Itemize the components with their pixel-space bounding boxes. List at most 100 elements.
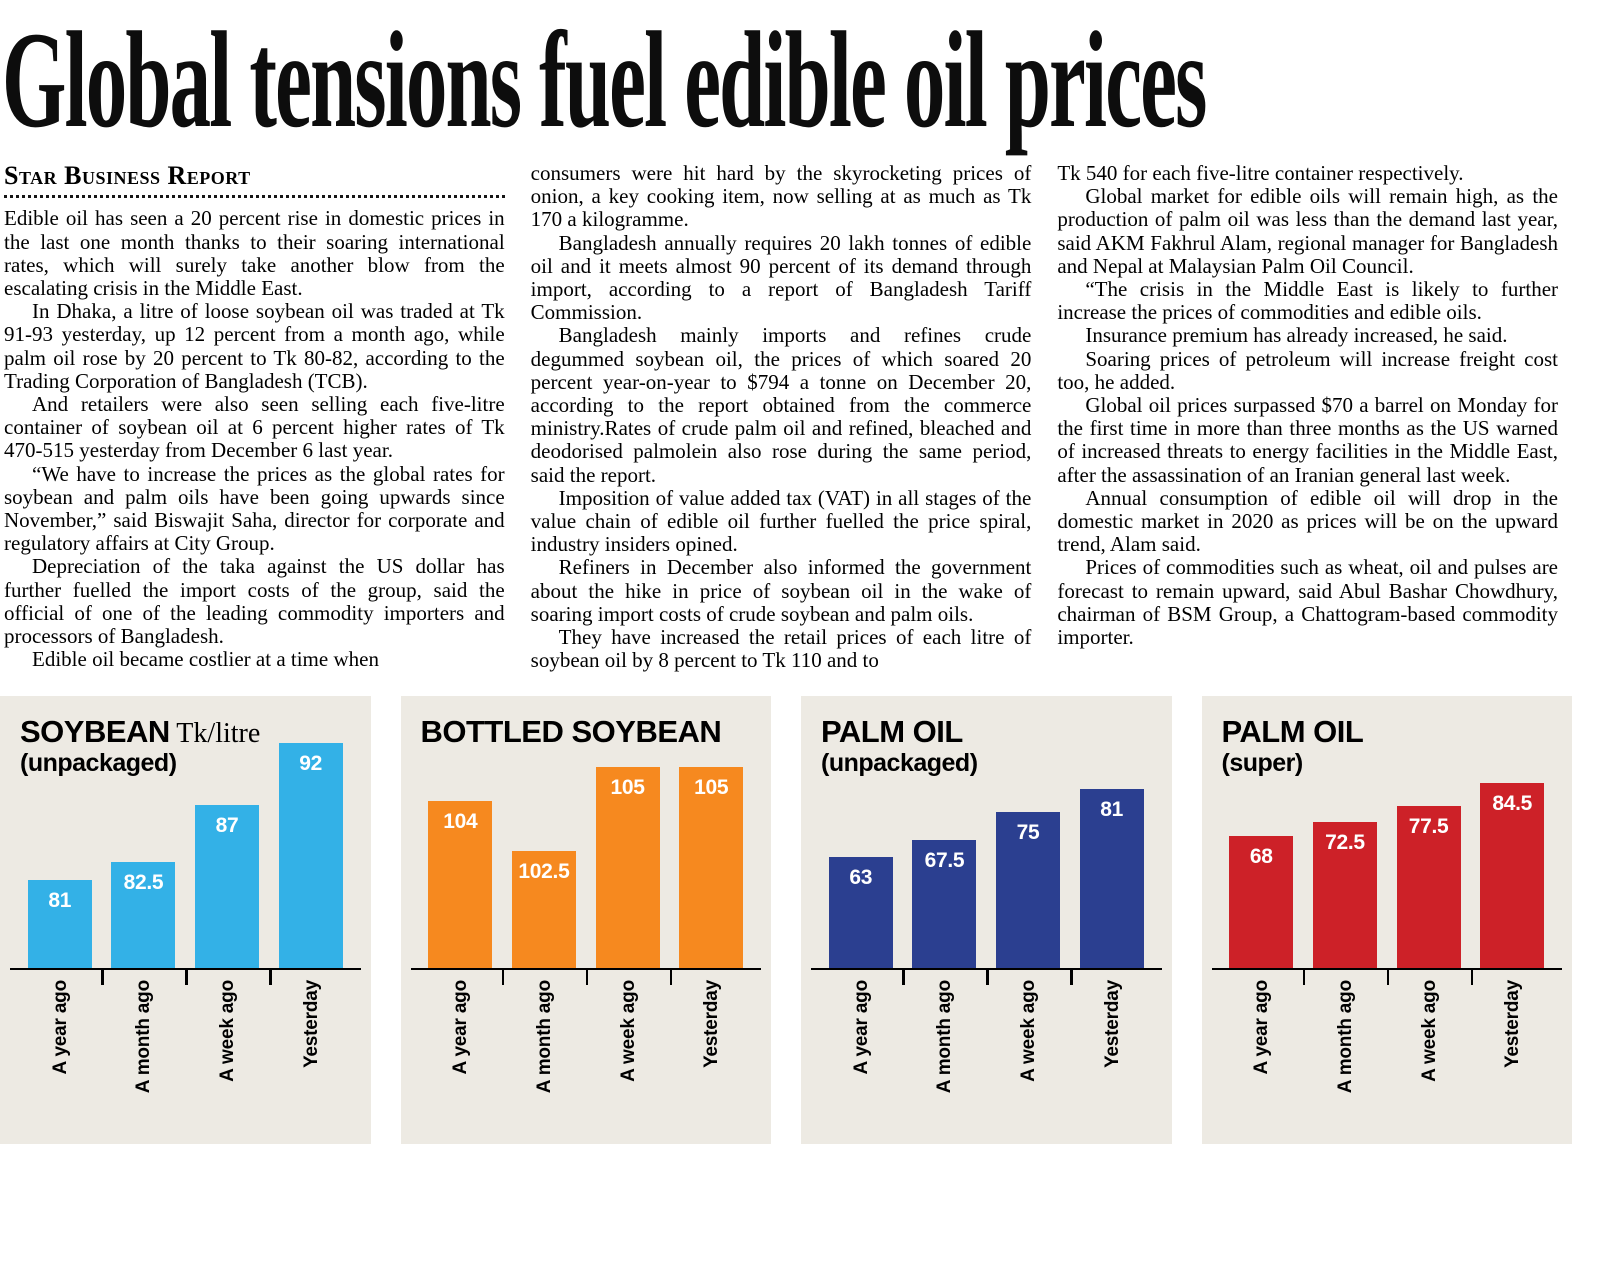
x-axis-line — [10, 968, 361, 986]
chart-panel-2: BOTTLED SOYBEAN 104 102.5 105 105 A year ago A… — [400, 696, 771, 1145]
category-label-text: A month ago — [133, 980, 155, 1094]
chart-unit-label: Tk/litre — [169, 718, 261, 750]
chart-title: PALM OIL — [821, 714, 963, 750]
category-label: Yesterday — [269, 978, 353, 1140]
bars-area: 68 72.5 77.5 84.5 — [1220, 724, 1555, 969]
article-column-3: Tk 540 for each five-litre container res… — [1057, 161, 1559, 672]
chart-subtitle: (unpackaged) — [821, 749, 978, 778]
paragraph: Prices of commodities such as wheat, oil… — [1057, 555, 1559, 650]
bar-value-label: 84.5 — [1492, 792, 1533, 816]
bar-column: 87 — [185, 805, 269, 969]
bars-area: 104 102.5 105 105 — [419, 724, 754, 969]
category-label-text: A week ago — [217, 980, 239, 1083]
bar-column: 68 — [1220, 836, 1304, 969]
bar-column: 75 — [986, 812, 1070, 969]
chart-title-block: BOTTLED SOYBEAN — [421, 716, 722, 749]
bar: 87 — [195, 805, 260, 969]
chart-title-block: PALM OIL (unpackaged) — [821, 714, 978, 778]
bar: 75 — [996, 812, 1061, 969]
category-label: A month ago — [502, 978, 586, 1140]
paragraph: Global oil prices surpassed $70 a barrel… — [1057, 393, 1559, 487]
category-label: Yesterday — [669, 978, 753, 1140]
category-label: A year ago — [419, 978, 503, 1140]
chart-subtitle: (unpackaged) — [20, 749, 177, 778]
axis-tick — [501, 970, 505, 986]
bar: 104 — [428, 801, 493, 969]
axis-tick — [585, 970, 589, 986]
bar-column: 81 — [1070, 789, 1154, 969]
category-labels: A year ago A month ago A week ago Yesterday — [18, 978, 353, 1140]
paragraph: “The crisis in the Middle East is likely… — [1057, 277, 1559, 325]
bar: 105 — [595, 767, 660, 969]
category-label-text: A year ago — [49, 980, 71, 1075]
paragraph: Edible oil has seen a 20 percent rise in… — [4, 206, 505, 300]
category-label: A week ago — [185, 978, 269, 1140]
category-label: A week ago — [986, 978, 1070, 1140]
paragraph: Bangladesh annually requires 20 lakh ton… — [530, 230, 1032, 325]
category-labels: A year ago A month ago A week ago Yesterday — [1220, 978, 1555, 1140]
bar-column: 92 — [269, 743, 353, 969]
paragraph: Insurance premium has already increased,… — [1085, 323, 1508, 348]
bar-value-label: 77.5 — [1408, 815, 1449, 839]
category-label-text: Yesterday — [701, 980, 723, 1069]
category-label-text: Yesterday — [1502, 980, 1524, 1069]
bar-value-label: 102.5 — [518, 860, 570, 884]
paragraph: Refiners in December also informed the g… — [530, 555, 1032, 626]
paragraph: Depreciation of the taka against the US … — [4, 554, 505, 648]
chart-title: PALM OIL — [1221, 714, 1364, 750]
bar-column: 81 — [18, 880, 102, 969]
bar-value-label: 81 — [1100, 798, 1124, 822]
paragraph: Annual consumption of edible oil will dr… — [1057, 485, 1559, 557]
paragraph: Bangladesh mainly imports and refines cr… — [530, 323, 1032, 487]
bars-area: 81 82.5 87 92 — [18, 724, 353, 969]
category-label-text: A week ago — [1018, 980, 1040, 1083]
category-label-text: A year ago — [450, 980, 472, 1075]
bar-value-label: 82.5 — [123, 871, 164, 895]
bar: 77.5 — [1396, 806, 1461, 969]
bar-value-label: 104 — [443, 810, 478, 834]
category-label-text: Yesterday — [300, 980, 322, 1069]
bar-value-label: 87 — [215, 814, 239, 838]
paragraph: Edible oil became costlier at a time whe… — [32, 647, 379, 672]
paragraph: Tk 540 for each five-litre container res… — [1057, 161, 1464, 185]
category-label-text: A week ago — [617, 980, 639, 1083]
charts-row: SOYBEAN Tk/litre (unpackaged) 81 82.5 87 92 A … — [0, 696, 1572, 1145]
category-label: A year ago — [18, 978, 102, 1140]
article-body: Star Business Report Edible oil has seen… — [4, 161, 1559, 672]
chart-title-block: SOYBEAN Tk/litre (unpackaged) — [20, 716, 261, 778]
bar: 68 — [1229, 836, 1294, 969]
bar-value-label: 81 — [48, 889, 72, 913]
category-label-text: Yesterday — [1101, 980, 1123, 1069]
bars-area: 63 67.5 75 81 — [819, 724, 1154, 969]
article-column-2: consumers were hit hard by the skyrocket… — [530, 161, 1032, 672]
category-label: A year ago — [1220, 978, 1304, 1140]
bar-value-label: 105 — [694, 776, 729, 800]
category-label: A week ago — [586, 978, 670, 1140]
paragraph: And retailers were also seen selling eac… — [4, 391, 505, 463]
x-axis-line — [410, 968, 761, 986]
bar-column: 72.5 — [1303, 822, 1387, 969]
chart-panel-4: PALM OIL (super) 68 72.5 77.5 84.5 A year ago A… — [1201, 696, 1572, 1145]
bar: 105 — [679, 767, 744, 969]
axis-tick — [669, 970, 673, 986]
paragraph: Soaring prices of petroleum will increas… — [1057, 346, 1559, 394]
x-axis-line — [811, 968, 1162, 986]
page-title: Global tensions fuel edible oil prices — [2, 3, 1207, 156]
category-label: A year ago — [819, 978, 903, 1140]
category-label-text: A year ago — [850, 980, 872, 1075]
bar: 81 — [27, 880, 92, 969]
bar-value-label: 67.5 — [924, 849, 965, 873]
paragraph: “We have to increase the prices as the g… — [4, 461, 505, 556]
bar-column: 102.5 — [502, 851, 586, 969]
chart-panel-1: SOYBEAN Tk/litre (unpackaged) 81 82.5 87 92 A … — [0, 696, 371, 1145]
paragraph: In Dhaka, a litre of loose soybean oil w… — [4, 299, 505, 393]
category-label-text: A week ago — [1418, 980, 1440, 1083]
axis-tick — [986, 970, 989, 986]
axis-tick — [1470, 970, 1474, 986]
bar: 72.5 — [1312, 822, 1377, 969]
bar-value-label: 105 — [610, 776, 645, 800]
bar-value-label: 75 — [1016, 821, 1040, 845]
bar-column: 82.5 — [102, 862, 186, 969]
category-label-text: A year ago — [1251, 980, 1273, 1075]
